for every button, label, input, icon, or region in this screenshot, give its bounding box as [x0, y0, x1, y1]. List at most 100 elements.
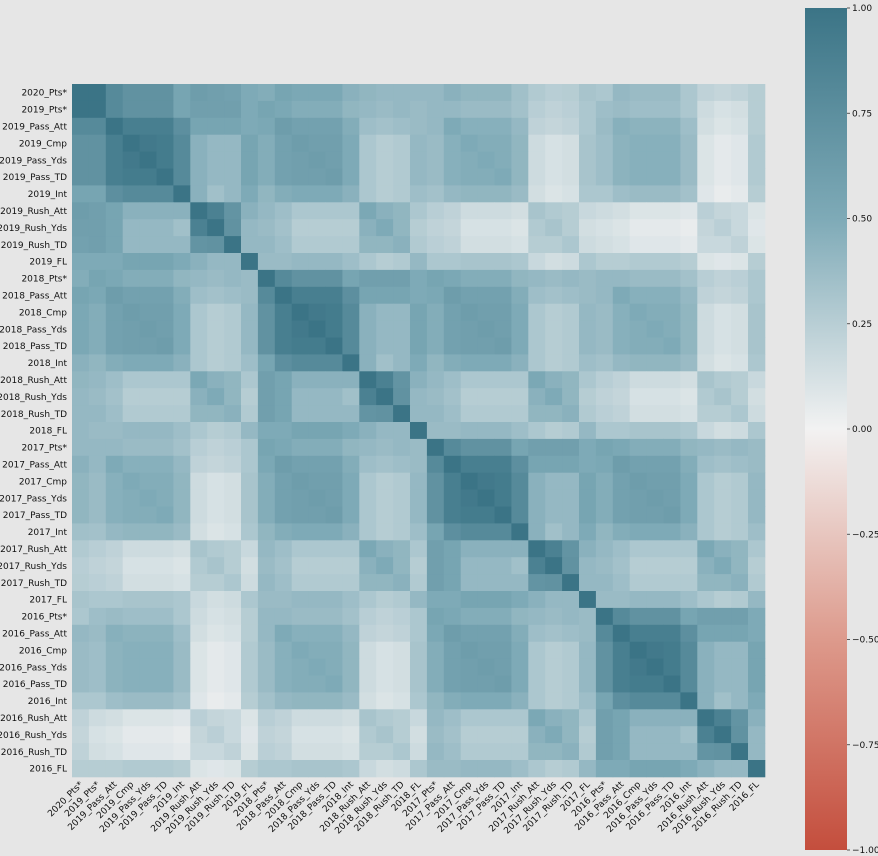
heatmap-cell	[139, 134, 157, 152]
heatmap-cell	[241, 388, 259, 406]
heatmap-cell	[680, 591, 698, 609]
heatmap-cell	[274, 100, 293, 119]
heatmap-cell	[173, 760, 191, 778]
heatmap-cell	[88, 438, 107, 457]
heatmap-cell	[156, 388, 174, 406]
heatmap-cell	[545, 574, 563, 592]
heatmap-cell	[173, 506, 191, 524]
heatmap-cell	[173, 354, 191, 372]
heatmap-cell	[72, 354, 90, 372]
heatmap-cell	[663, 422, 681, 440]
heatmap-cell	[308, 100, 326, 119]
heatmap-cell	[697, 523, 715, 541]
heatmap-cell	[460, 117, 478, 136]
heatmap-cell	[122, 624, 140, 643]
heatmap-cell	[410, 472, 428, 490]
heatmap-cell	[460, 709, 478, 727]
heatmap-cell	[680, 574, 698, 592]
heatmap-cell	[731, 202, 749, 220]
heatmap-cell	[207, 675, 225, 693]
heatmap-cell	[595, 523, 614, 541]
heatmap-cell	[88, 422, 107, 440]
heatmap-cell	[122, 84, 140, 102]
heatmap-cell	[325, 219, 343, 237]
heatmap-cell	[274, 202, 293, 220]
heatmap-cell	[376, 726, 394, 744]
heatmap-cell	[680, 422, 698, 440]
heatmap-cell	[291, 117, 309, 136]
heatmap-cell	[342, 658, 360, 676]
heatmap-cell	[748, 286, 766, 305]
heatmap-cell	[122, 253, 140, 271]
heatmap-cell	[139, 726, 157, 744]
heatmap-cell	[122, 422, 140, 440]
heatmap-cell	[342, 557, 360, 575]
heatmap-cell	[545, 236, 563, 254]
heatmap-cell	[714, 100, 732, 119]
heatmap-cell	[207, 168, 225, 186]
heatmap-cell	[342, 675, 360, 693]
heatmap-cell	[308, 523, 326, 541]
heatmap-cell	[697, 675, 715, 693]
heatmap-cell	[477, 607, 495, 626]
heatmap-cell	[122, 371, 140, 389]
heatmap-cell	[308, 134, 326, 152]
heatmap-cell	[612, 236, 631, 254]
heatmap-cell	[359, 151, 377, 169]
heatmap-cell	[579, 100, 597, 119]
heatmap-cell	[443, 726, 462, 744]
heatmap-cell	[139, 607, 157, 626]
heatmap-cell	[122, 354, 140, 372]
heatmap-cell	[528, 743, 546, 761]
heatmap-cell	[207, 438, 225, 457]
heatmap-cell	[410, 692, 428, 710]
colorbar-tick-label: −1.00	[852, 846, 878, 856]
heatmap-cell	[105, 557, 124, 575]
heatmap-cell	[139, 760, 157, 778]
heatmap-cell	[393, 202, 411, 220]
heatmap-cell	[105, 422, 124, 440]
heatmap-cell	[393, 675, 411, 693]
heatmap-cell	[308, 641, 326, 659]
heatmap-cell	[697, 388, 715, 406]
heatmap-cell	[308, 506, 326, 524]
heatmap-cell	[156, 84, 174, 102]
heatmap-cell	[528, 151, 546, 169]
heatmap-cell	[190, 607, 208, 626]
heatmap-cell	[342, 405, 360, 423]
heatmap-cell	[562, 624, 580, 643]
heatmap-cell	[612, 388, 631, 406]
heatmap-cell	[88, 354, 107, 372]
heatmap-cell	[612, 84, 631, 102]
heatmap-cell	[714, 320, 732, 338]
heatmap-cell	[207, 489, 225, 507]
heatmap-cell	[122, 151, 140, 169]
heatmap-cell	[511, 523, 529, 541]
heatmap-cell	[173, 743, 191, 761]
heatmap-cell	[156, 168, 174, 186]
heatmap-cell	[105, 134, 124, 152]
heatmap-cell	[646, 574, 664, 592]
heatmap-cell	[241, 438, 259, 457]
heatmap-cell	[72, 489, 90, 507]
heatmap-cell	[714, 641, 732, 659]
heatmap-cell	[105, 405, 124, 423]
heatmap-cell	[494, 675, 512, 693]
heatmap-cell	[105, 675, 124, 693]
heatmap-cell	[545, 624, 563, 643]
colorbar-tick-label: −0.50	[852, 636, 878, 646]
heatmap-cell	[122, 236, 140, 254]
heatmap-cell	[325, 286, 343, 305]
heatmap-cell	[139, 388, 157, 406]
heatmap-cell	[562, 371, 580, 389]
heatmap-cell	[579, 320, 597, 338]
heatmap-cell	[494, 472, 512, 490]
heatmap-cell	[308, 658, 326, 676]
heatmap-cell	[748, 658, 766, 676]
heatmap-cell	[359, 641, 377, 659]
heatmap-cell	[173, 84, 191, 102]
heatmap-cell	[224, 286, 242, 305]
heatmap-cell	[731, 540, 749, 558]
heatmap-cell	[545, 472, 563, 490]
